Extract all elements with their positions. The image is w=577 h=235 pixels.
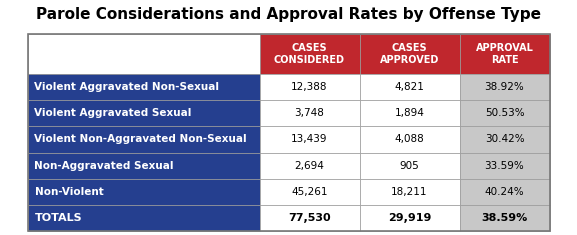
Text: 13,439: 13,439 bbox=[291, 134, 328, 145]
Bar bbox=[28, 34, 549, 231]
Bar bbox=[28, 179, 260, 205]
Bar bbox=[459, 179, 549, 205]
Bar bbox=[359, 153, 459, 179]
Text: TOTALS: TOTALS bbox=[35, 213, 82, 223]
Text: Violent Aggravated Sexual: Violent Aggravated Sexual bbox=[35, 108, 192, 118]
Text: 77,530: 77,530 bbox=[288, 213, 331, 223]
Text: 29,919: 29,919 bbox=[388, 213, 431, 223]
Bar bbox=[359, 100, 459, 126]
Bar bbox=[260, 205, 359, 231]
Bar bbox=[260, 34, 359, 74]
Bar bbox=[459, 100, 549, 126]
Bar bbox=[260, 74, 359, 100]
Text: 1,894: 1,894 bbox=[395, 108, 425, 118]
Bar bbox=[459, 126, 549, 153]
Text: APPROVAL
RATE: APPROVAL RATE bbox=[475, 43, 534, 65]
Text: Violent Non-Aggravated Non-Sexual: Violent Non-Aggravated Non-Sexual bbox=[35, 134, 247, 145]
Text: 4,088: 4,088 bbox=[395, 134, 424, 145]
Bar bbox=[359, 179, 459, 205]
Bar bbox=[260, 100, 359, 126]
Text: 3,748: 3,748 bbox=[295, 108, 324, 118]
Text: 905: 905 bbox=[400, 161, 419, 171]
Text: 4,821: 4,821 bbox=[395, 82, 425, 92]
Bar bbox=[28, 126, 260, 153]
Bar bbox=[28, 100, 260, 126]
Bar bbox=[28, 153, 260, 179]
Bar bbox=[459, 153, 549, 179]
Text: 40.24%: 40.24% bbox=[485, 187, 524, 197]
Bar bbox=[359, 126, 459, 153]
Text: 45,261: 45,261 bbox=[291, 187, 328, 197]
Text: 18,211: 18,211 bbox=[391, 187, 428, 197]
Text: 33.59%: 33.59% bbox=[485, 161, 524, 171]
Text: 2,694: 2,694 bbox=[295, 161, 324, 171]
Text: 38.59%: 38.59% bbox=[481, 213, 527, 223]
Text: 30.42%: 30.42% bbox=[485, 134, 524, 145]
Bar bbox=[28, 34, 260, 74]
Text: Non-Aggravated Sexual: Non-Aggravated Sexual bbox=[35, 161, 174, 171]
Bar bbox=[459, 34, 549, 74]
Bar bbox=[28, 205, 260, 231]
Bar bbox=[28, 74, 260, 100]
Bar bbox=[260, 126, 359, 153]
Bar bbox=[359, 74, 459, 100]
Text: Violent Aggravated Non-Sexual: Violent Aggravated Non-Sexual bbox=[35, 82, 219, 92]
Bar bbox=[359, 205, 459, 231]
Bar bbox=[260, 153, 359, 179]
Bar bbox=[459, 205, 549, 231]
Bar bbox=[459, 74, 549, 100]
Bar bbox=[260, 179, 359, 205]
Text: 38.92%: 38.92% bbox=[485, 82, 524, 92]
Text: 12,388: 12,388 bbox=[291, 82, 328, 92]
Text: CASES
APPROVED: CASES APPROVED bbox=[380, 43, 439, 65]
Text: Non-Violent: Non-Violent bbox=[35, 187, 103, 197]
Text: 50.53%: 50.53% bbox=[485, 108, 524, 118]
Bar bbox=[359, 34, 459, 74]
Text: Parole Considerations and Approval Rates by Offense Type: Parole Considerations and Approval Rates… bbox=[36, 8, 541, 23]
Text: CASES
CONSIDERED: CASES CONSIDERED bbox=[274, 43, 345, 65]
